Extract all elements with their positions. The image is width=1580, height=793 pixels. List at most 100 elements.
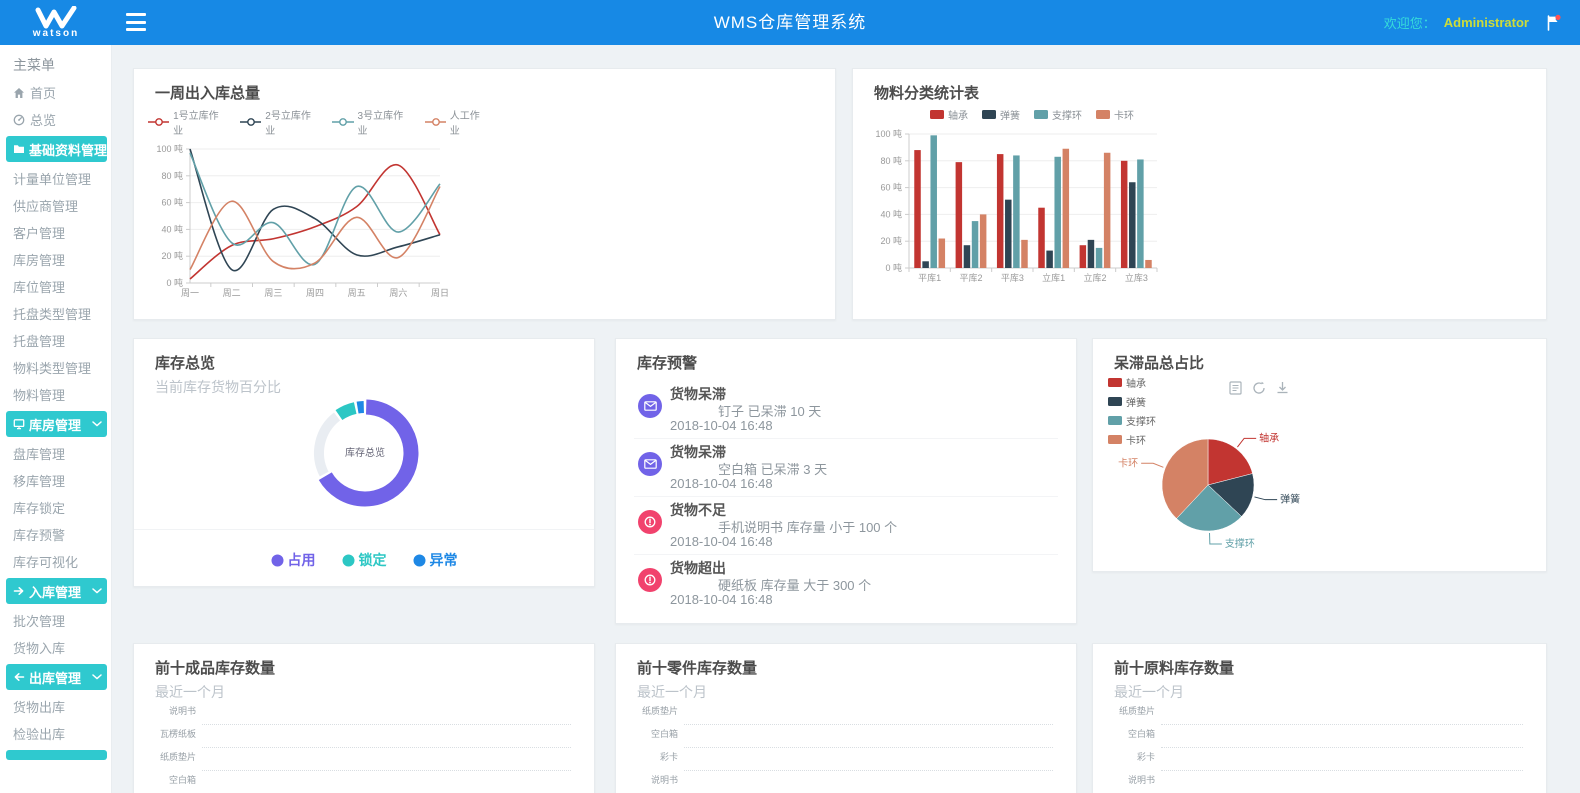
restore-icon[interactable] <box>1252 381 1266 395</box>
sidebar-item-label: 托盘管理 <box>13 334 66 349</box>
card-title: 物料分类统计表 <box>874 85 980 102</box>
svg-text:周四: 周四 <box>306 288 324 298</box>
sidebar-item-label: 移库管理 <box>13 474 66 489</box>
legend-item-弹簧[interactable]: 弹簧 <box>1108 394 1156 409</box>
legend-item-锁定[interactable]: 锁定 <box>342 550 387 570</box>
hbar-row-纸质垫片: 纸质垫片 <box>1093 702 1546 725</box>
sidebar-item-批次管理[interactable]: 批次管理 <box>0 607 111 634</box>
sidebar-item-库存预警[interactable]: 库存预警 <box>0 521 111 548</box>
legend-item-2号立库作业[interactable]: 2号立库作业 <box>240 107 318 137</box>
card-title: 一周出入库总量 <box>155 85 261 102</box>
sidebar-item-label: 物料类型管理 <box>13 361 92 376</box>
sidebar-item-盘库管理[interactable]: 盘库管理 <box>0 440 111 467</box>
legend-item-1号立库作业[interactable]: 1号立库作业 <box>148 107 226 137</box>
sidebar-section-入库管理[interactable]: 入库管理 <box>6 578 107 604</box>
sidebar-item-物料类型管理[interactable]: 物料类型管理 <box>0 354 111 381</box>
svg-text:100 吨: 100 吨 <box>156 143 183 154</box>
hbar-label: 说明书 <box>650 775 678 785</box>
welcome-label: 欢迎您： <box>1383 16 1436 31</box>
legend-item-卡环[interactable]: 卡环 <box>1108 432 1156 447</box>
hbar-gridline <box>202 747 571 748</box>
sidebar-section-库房管理[interactable]: 库房管理 <box>6 411 107 437</box>
svg-text:60 吨: 60 吨 <box>161 197 183 208</box>
alert-title: 货物呆滞 <box>670 386 726 402</box>
username[interactable]: Administrator <box>1443 15 1529 30</box>
download-icon[interactable] <box>1276 381 1289 395</box>
card-weekly-in-out: 一周出入库总量 1号立库作业 2号立库作业 3号立库作业 人工作业 0 吨 20 吨 40 … <box>133 68 836 320</box>
weekly-line-chart: 1号立库作业 2号立库作业 3号立库作业 人工作业 0 吨 20 吨 40 吨 60 吨 80 … <box>148 107 488 312</box>
hamburger-menu-icon[interactable] <box>126 13 148 31</box>
legend-item-支撑环[interactable]: 支撑环 <box>1034 107 1082 122</box>
sidebar-item-库存锁定[interactable]: 库存锁定 <box>0 494 111 521</box>
data-view-icon[interactable] <box>1229 381 1242 395</box>
legend-item-弹簧[interactable]: 弹簧 <box>982 107 1020 122</box>
sidebar-item-移库管理[interactable]: 移库管理 <box>0 467 111 494</box>
sidebar-item-label: 库存锁定 <box>13 501 66 516</box>
hbar-row-彩卡: 彩卡 <box>1093 748 1546 771</box>
sidebar-section-基础资料管理[interactable]: 基础资料管理 <box>6 136 107 162</box>
svg-text:支撑环: 支撑环 <box>1225 537 1255 550</box>
hbar-label: 空白箱 <box>168 775 196 785</box>
sidebar-item-货物出库[interactable]: 货物出库 <box>0 693 111 720</box>
sidebar-item-label: 总览 <box>30 113 57 128</box>
legend-item-支撑环[interactable]: 支撑环 <box>1108 413 1156 428</box>
hbar-track <box>1161 774 1523 781</box>
hbar-gridline <box>202 724 571 725</box>
card-title: 前十零件库存数量 <box>637 660 758 677</box>
hbar-label: 彩卡 <box>1136 752 1155 762</box>
sidebar-item-库房管理[interactable]: 库房管理 <box>0 246 111 273</box>
svg-text:周二: 周二 <box>223 288 241 298</box>
alert-item: 货物呆滞 钉子 已呆滞 10 天 2018-10-04 16:48 <box>634 381 1058 439</box>
alert-title: 货物呆滞 <box>670 444 726 460</box>
sidebar-item-label: 库房管理 <box>29 417 82 433</box>
gauge-icon <box>13 114 25 126</box>
sidebar-item-label: 供应商管理 <box>13 199 79 214</box>
alert-desc: 空白箱 已呆滞 3 天 <box>718 462 828 477</box>
flag-notification-icon[interactable] <box>1545 14 1562 31</box>
sidebar-item-库位管理[interactable]: 库位管理 <box>0 273 111 300</box>
card-title: 库存预警 <box>637 355 698 372</box>
sidebar-item-客户管理[interactable]: 客户管理 <box>0 219 111 246</box>
sidebar-section-出库管理[interactable]: 出库管理 <box>6 664 107 690</box>
legend-item-异常[interactable]: 异常 <box>413 550 458 570</box>
sidebar-item-物料管理[interactable]: 物料管理 <box>0 381 111 408</box>
hbar-track <box>684 751 1053 758</box>
sidebar-item-货物入库[interactable]: 货物入库 <box>0 634 111 661</box>
sidebar-item-检验出库[interactable]: 检验出库 <box>0 720 111 747</box>
sidebar-section-partial[interactable] <box>6 750 107 760</box>
legend-item-卡环[interactable]: 卡环 <box>1096 107 1134 122</box>
sidebar-item-首页[interactable]: 首页 <box>0 79 111 106</box>
hbar-row-彩卡: 彩卡 <box>616 748 1076 771</box>
hbar-label: 空白箱 <box>1127 729 1155 739</box>
chevron-down-icon <box>92 421 102 427</box>
svg-text:周六: 周六 <box>389 287 407 298</box>
svg-text:60 吨: 60 吨 <box>880 182 902 193</box>
legend-item-轴承[interactable]: 轴承 <box>1108 375 1156 390</box>
sidebar-item-供应商管理[interactable]: 供应商管理 <box>0 192 111 219</box>
sidebar-item-托盘管理[interactable]: 托盘管理 <box>0 327 111 354</box>
hbar-label: 纸质垫片 <box>159 752 196 762</box>
svg-text:周一: 周一 <box>181 288 199 298</box>
app-logo[interactable]: watson <box>0 0 112 45</box>
svg-text:库存总览: 库存总览 <box>345 446 385 459</box>
hbar-row-瓦楞纸板: 瓦楞纸板 <box>134 725 594 748</box>
legend-item-占用[interactable]: 占用 <box>271 550 316 570</box>
brand-text: watson <box>32 28 80 39</box>
sidebar-item-计量单位管理[interactable]: 计量单位管理 <box>0 165 111 192</box>
home-icon <box>13 87 25 99</box>
legend-item-3号立库作业[interactable]: 3号立库作业 <box>332 107 410 137</box>
watson-logo-icon <box>35 6 77 29</box>
card-top-finished: 前十成品库存数量 最近一个月 说明书 瓦楞纸板 纸质垫片 空白箱 <box>133 643 595 793</box>
legend-item-人工作业[interactable]: 人工作业 <box>424 107 488 137</box>
hbar-row-说明书: 说明书 <box>134 702 594 725</box>
sidebar-item-总览[interactable]: 总览 <box>0 106 111 133</box>
legend-item-轴承[interactable]: 轴承 <box>930 107 968 122</box>
sidebar-item-库存可视化[interactable]: 库存可视化 <box>0 548 111 575</box>
envelope-icon <box>638 452 662 476</box>
sidebar-item-托盘类型管理[interactable]: 托盘类型管理 <box>0 300 111 327</box>
card-subtitle: 当前库存货物百分比 <box>155 379 281 395</box>
svg-text:80 吨: 80 吨 <box>161 170 183 181</box>
card-title: 前十成品库存数量 <box>155 660 276 677</box>
alert-title: 货物不足 <box>670 502 726 518</box>
card-subtitle: 最近一个月 <box>1114 684 1184 700</box>
